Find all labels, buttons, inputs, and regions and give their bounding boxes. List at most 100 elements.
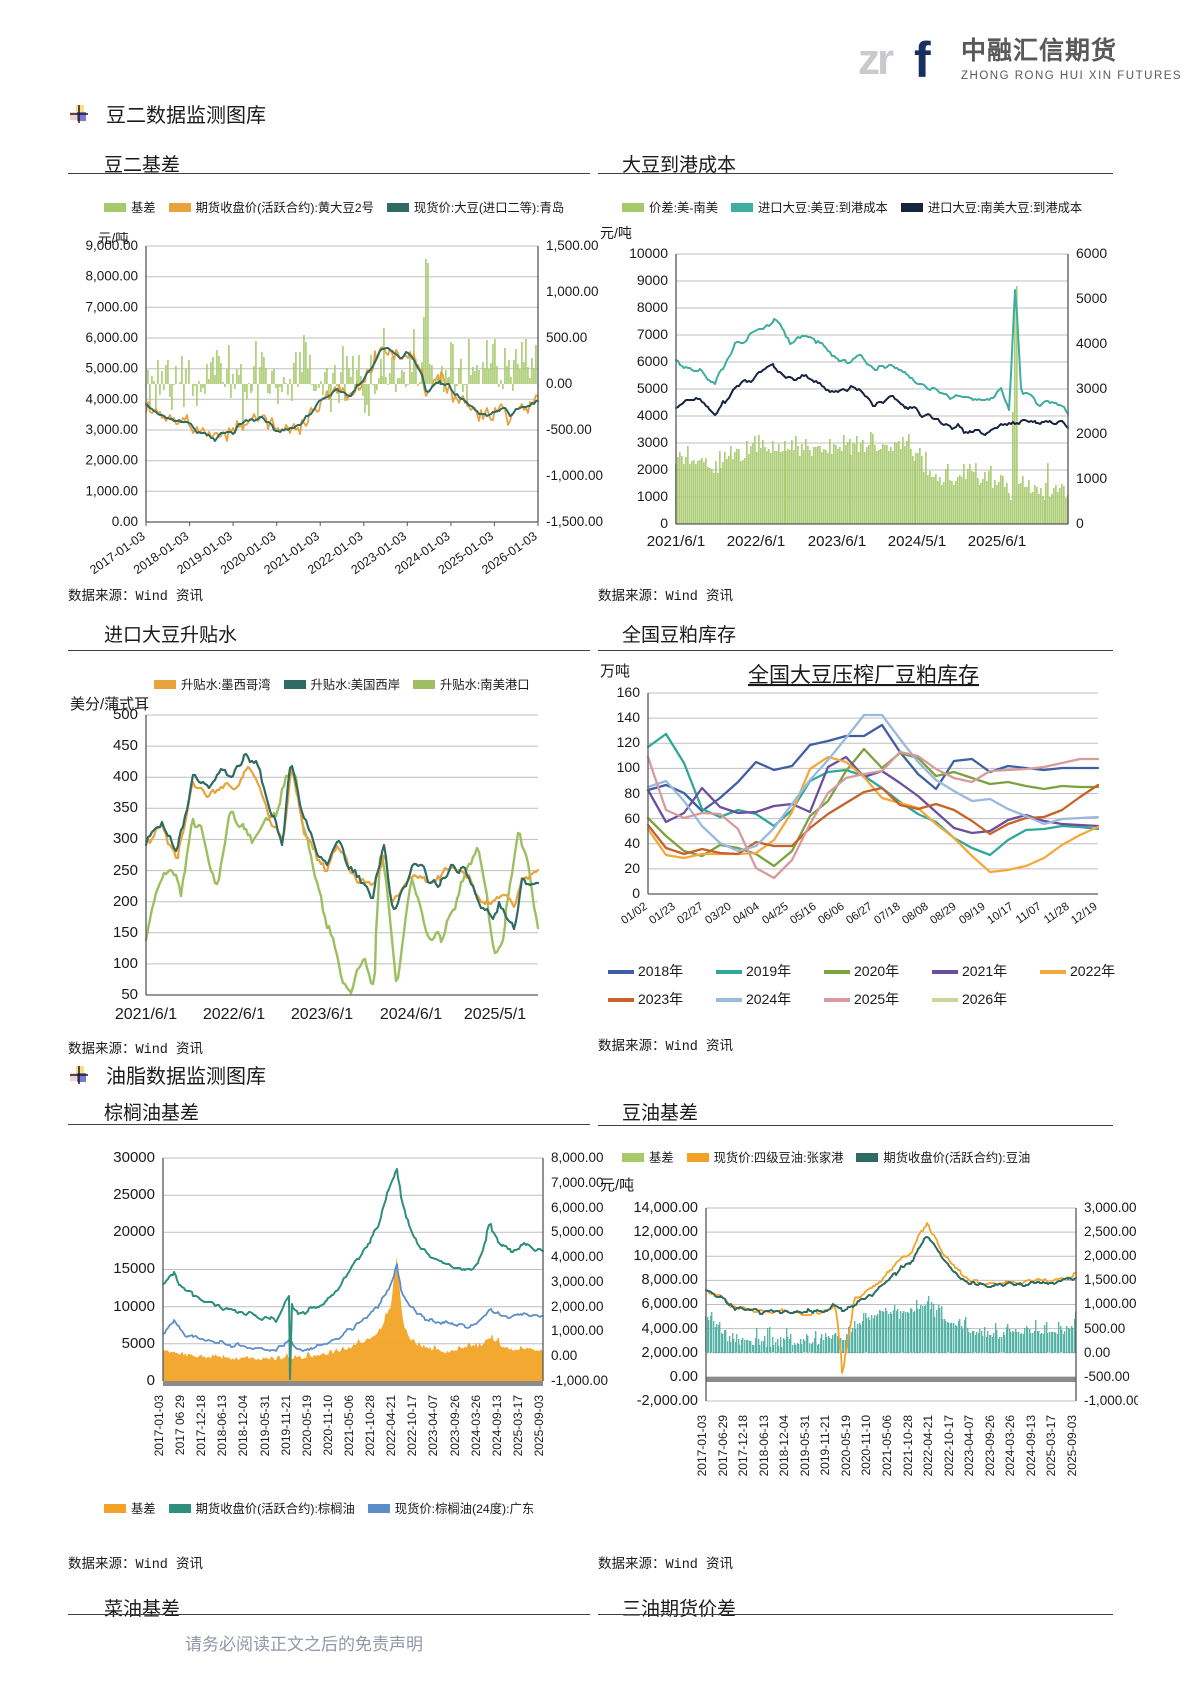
svg-text:10000: 10000 [113,1298,155,1315]
svg-text:2024-03-26: 2024-03-26 [469,1395,483,1457]
svg-text:2019-05-31: 2019-05-31 [258,1395,272,1457]
svg-text:3,000.00: 3,000.00 [551,1274,604,1289]
svg-text:04/25: 04/25 [760,901,790,927]
svg-text:f: f [914,32,931,88]
svg-text:2020-11-10: 2020-11-10 [321,1395,335,1456]
svg-text:2,000.00: 2,000.00 [642,1345,698,1361]
svg-text:60: 60 [624,810,640,826]
svg-text:20: 20 [624,860,640,876]
svg-text:2019年: 2019年 [746,963,791,979]
svg-text:10,000.00: 10,000.00 [633,1248,698,1264]
svg-text:2025-09-03: 2025-09-03 [532,1395,546,1457]
svg-text:中融汇信期货: 中融汇信期货 [961,36,1117,65]
svg-text:1000: 1000 [1076,470,1107,486]
svg-text:500: 500 [113,706,138,723]
svg-text:2020-05-19: 2020-05-19 [300,1395,314,1457]
svg-text:5,000.00: 5,000.00 [85,361,138,376]
svg-text:140: 140 [617,709,641,725]
svg-text:50: 50 [121,986,138,1003]
svg-text:8,000.00: 8,000.00 [85,269,138,284]
svg-text:2024/6/1: 2024/6/1 [380,1006,442,1023]
svg-text:-1,000.00: -1,000.00 [1084,1393,1138,1408]
svg-text:4,000.00: 4,000.00 [551,1249,604,1264]
svg-text:9000: 9000 [637,272,668,288]
svg-text:2021/6/1: 2021/6/1 [115,1006,177,1023]
svg-text:2023/6/1: 2023/6/1 [291,1006,353,1023]
svg-text:350: 350 [113,799,138,816]
svg-text:25000: 25000 [113,1186,155,1203]
svg-text:120: 120 [617,734,641,750]
svg-text:0.00: 0.00 [112,514,138,529]
svg-text:4000: 4000 [637,407,668,423]
svg-text:2021-10-28: 2021-10-28 [363,1395,377,1457]
svg-text:2021年: 2021年 [962,963,1007,979]
svg-text:06/06: 06/06 [816,901,846,927]
svg-text:06/27: 06/27 [844,901,874,927]
svg-text:4000: 4000 [1076,335,1107,351]
svg-text:2023/6/1: 2023/6/1 [808,533,866,550]
svg-text:2021-05-06: 2021-05-06 [342,1395,356,1457]
svg-text:09/19: 09/19 [957,901,987,927]
svg-text:2017-12-18: 2017-12-18 [736,1415,750,1477]
svg-text:2022-10-17: 2022-10-17 [942,1415,956,1477]
svg-text:11/28: 11/28 [1042,901,1072,927]
svg-text:7,000.00: 7,000.00 [551,1175,604,1190]
svg-text:2017-12-18: 2017-12-18 [194,1395,208,1457]
svg-text:04/04: 04/04 [731,900,762,927]
svg-text:2022年: 2022年 [1070,963,1115,979]
svg-text:14,000.00: 14,000.00 [633,1200,698,1216]
svg-text:2023-09-26: 2023-09-26 [983,1415,997,1477]
svg-text:2018-12-04: 2018-12-04 [777,1415,791,1477]
svg-text:2024年: 2024年 [746,991,791,1007]
svg-text:8,000.00: 8,000.00 [642,1272,698,1288]
svg-text:250: 250 [113,862,138,879]
svg-text:2022-10-17: 2022-10-17 [405,1395,419,1457]
svg-text:zr: zr [858,35,894,84]
svg-text:-1,000.00: -1,000.00 [546,468,603,483]
svg-text:03/20: 03/20 [703,901,733,927]
svg-text:0: 0 [632,885,640,901]
svg-text:2024-09-13: 2024-09-13 [490,1395,504,1457]
svg-text:2021/6/1: 2021/6/1 [647,533,705,550]
svg-text:01/02: 01/02 [619,901,649,927]
svg-text:2020-05-19: 2020-05-19 [839,1415,853,1477]
svg-text:10000: 10000 [629,245,668,261]
svg-text:ZHONG RONG HUI XIN FUTURES: ZHONG RONG HUI XIN FUTURES [961,70,1182,82]
svg-text:02/27: 02/27 [675,901,705,927]
svg-text:2022/6/1: 2022/6/1 [203,1006,265,1023]
svg-text:12,000.00: 12,000.00 [633,1224,698,1240]
svg-text:4,000.00: 4,000.00 [85,391,138,406]
svg-text:0: 0 [147,1372,155,1389]
svg-text:2019-11-21: 2019-11-21 [279,1395,293,1456]
svg-text:80: 80 [624,785,640,801]
svg-text:6,000.00: 6,000.00 [551,1200,604,1215]
svg-text:元/吨: 元/吨 [600,1177,634,1194]
svg-text:0: 0 [1076,515,1084,531]
svg-text:2020-11-10: 2020-11-10 [859,1415,873,1476]
svg-text:0.00: 0.00 [1084,1345,1110,1360]
svg-text:2018年: 2018年 [638,963,683,979]
svg-text:3,000.00: 3,000.00 [85,422,138,437]
svg-text:0.00: 0.00 [546,376,572,391]
svg-text:08/08: 08/08 [900,901,930,927]
svg-text:05/16: 05/16 [788,901,818,927]
svg-text:6000: 6000 [1076,245,1107,261]
svg-text:-1,500.00: -1,500.00 [546,514,603,529]
svg-text:07/18: 07/18 [872,901,902,927]
svg-text:1,000.00: 1,000.00 [546,284,599,299]
svg-text:10/17: 10/17 [985,901,1015,927]
svg-text:2023年: 2023年 [638,991,683,1007]
svg-text:2017-01-03: 2017-01-03 [695,1415,709,1477]
svg-text:-500.00: -500.00 [546,422,592,437]
svg-text:3000: 3000 [637,434,668,450]
svg-text:100: 100 [617,759,641,775]
svg-text:8000: 8000 [637,299,668,315]
svg-text:2026年: 2026年 [962,991,1007,1007]
svg-text:160: 160 [617,684,641,700]
svg-text:2021-10-28: 2021-10-28 [901,1415,915,1477]
svg-text:9,000.00: 9,000.00 [85,238,138,253]
svg-text:500.00: 500.00 [1084,1321,1125,1336]
svg-text:2022/6/1: 2022/6/1 [727,533,785,550]
svg-text:300: 300 [113,830,138,847]
svg-text:2019-05-31: 2019-05-31 [798,1415,812,1477]
